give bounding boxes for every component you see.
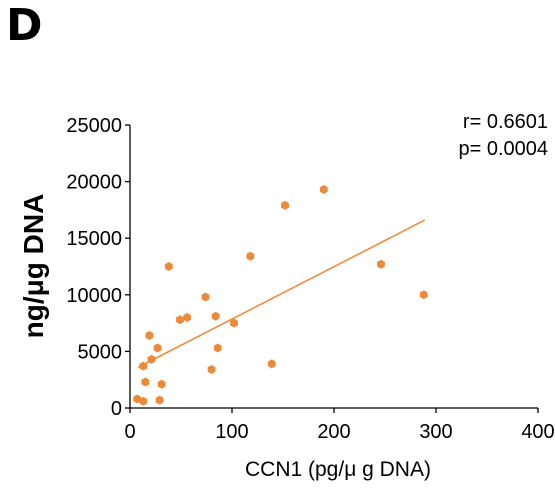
data-point [147, 354, 156, 364]
data-point [201, 292, 210, 302]
ticks: 0 5000 10000 15000 20000 25000 0 100 200 300 400 [66, 115, 554, 443]
data-point [139, 396, 148, 406]
x-tick-label: 400 [521, 421, 554, 443]
x-axis-label: CCN1 (pg/μ g DNA) [245, 458, 431, 481]
data-point [139, 361, 148, 371]
x-tick-label: 0 [124, 421, 135, 443]
y-tick-label: 0 [111, 398, 122, 420]
y-tick-label: 10000 [66, 285, 122, 307]
x-tick-label: 300 [419, 421, 452, 443]
y-tick-label: 25000 [66, 115, 122, 137]
data-points [133, 185, 428, 406]
data-point [267, 359, 276, 369]
y-axis-label: ng/μg DNA [18, 194, 49, 339]
p-value-annotation: p= 0.0004 [458, 138, 548, 160]
data-point [133, 394, 142, 404]
data-point [319, 185, 328, 195]
data-point [213, 343, 222, 353]
data-point [211, 311, 220, 321]
panel-label: D [6, 0, 43, 51]
data-point [419, 290, 428, 300]
y-tick-label: 5000 [78, 341, 123, 363]
data-point [207, 365, 216, 375]
data-point [153, 343, 162, 353]
y-tick-label: 15000 [66, 228, 122, 250]
data-point [377, 259, 385, 269]
x-tick-label: 100 [215, 421, 248, 443]
data-point [281, 200, 289, 210]
y-tick-label: 20000 [66, 172, 122, 194]
data-point [164, 262, 173, 271]
x-tick-label: 200 [317, 421, 350, 443]
correlation-r-annotation: r= 0.6601 [463, 111, 548, 133]
trendline [137, 219, 426, 368]
data-point [141, 377, 150, 387]
data-point [145, 331, 154, 341]
data-point [176, 315, 184, 325]
data-point [155, 395, 164, 405]
data-point [157, 379, 166, 389]
data-point [230, 318, 238, 328]
data-point [246, 251, 255, 261]
data-point [183, 312, 192, 322]
